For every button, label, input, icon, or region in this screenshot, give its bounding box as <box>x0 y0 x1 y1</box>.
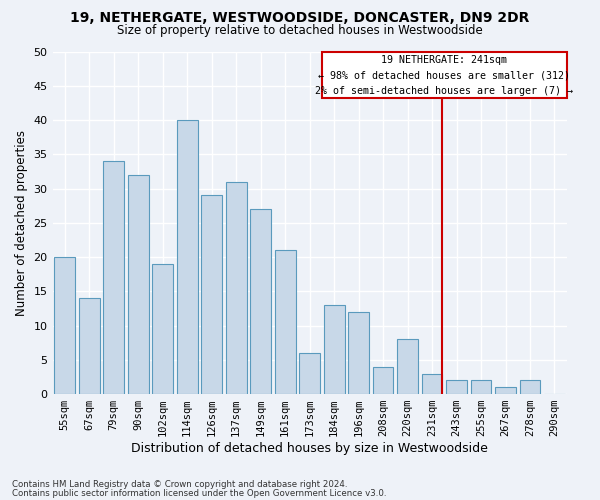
Bar <box>446 380 467 394</box>
Bar <box>177 120 197 394</box>
Bar <box>299 353 320 394</box>
Bar <box>128 175 149 394</box>
Bar <box>470 380 491 394</box>
Bar <box>275 250 296 394</box>
FancyBboxPatch shape <box>322 52 567 98</box>
Bar <box>103 161 124 394</box>
Bar <box>79 298 100 394</box>
Text: Contains public sector information licensed under the Open Government Licence v3: Contains public sector information licen… <box>12 488 386 498</box>
Bar <box>373 366 394 394</box>
Text: ← 98% of detached houses are smaller (312): ← 98% of detached houses are smaller (31… <box>318 70 570 81</box>
Bar <box>520 380 541 394</box>
Bar <box>152 264 173 394</box>
Bar <box>201 196 222 394</box>
Text: 19 NETHERGATE: 241sqm: 19 NETHERGATE: 241sqm <box>381 56 507 66</box>
X-axis label: Distribution of detached houses by size in Westwoodside: Distribution of detached houses by size … <box>131 442 488 455</box>
Bar <box>495 387 516 394</box>
Bar <box>226 182 247 394</box>
Bar <box>250 209 271 394</box>
Text: 2% of semi-detached houses are larger (7) →: 2% of semi-detached houses are larger (7… <box>315 86 573 96</box>
Bar <box>422 374 442 394</box>
Bar <box>348 312 369 394</box>
Text: Size of property relative to detached houses in Westwoodside: Size of property relative to detached ho… <box>117 24 483 37</box>
Text: Contains HM Land Registry data © Crown copyright and database right 2024.: Contains HM Land Registry data © Crown c… <box>12 480 347 489</box>
Y-axis label: Number of detached properties: Number of detached properties <box>15 130 28 316</box>
Bar <box>55 257 75 394</box>
Bar <box>324 305 344 394</box>
Text: 19, NETHERGATE, WESTWOODSIDE, DONCASTER, DN9 2DR: 19, NETHERGATE, WESTWOODSIDE, DONCASTER,… <box>70 11 530 25</box>
Bar <box>397 340 418 394</box>
